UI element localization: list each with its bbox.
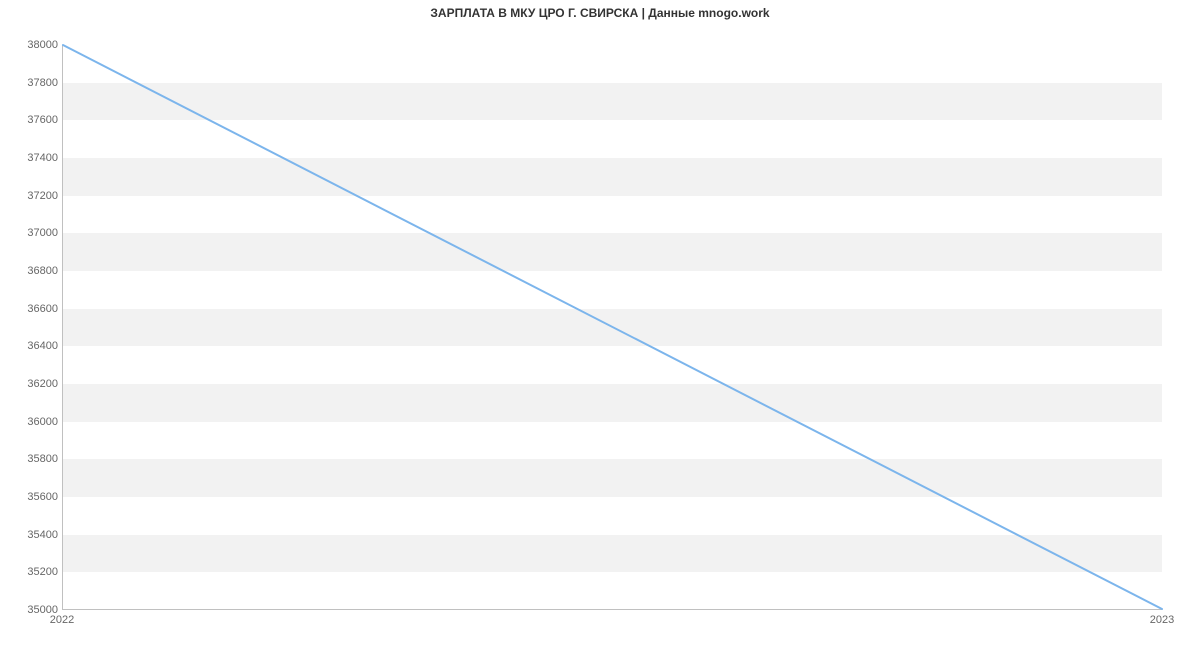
salary-line-chart: ЗАРПЛАТА В МКУ ЦРО Г. СВИРСКА | Данные m… (0, 0, 1200, 650)
chart-svg (63, 45, 1162, 609)
y-tick-label: 36400 (8, 340, 58, 352)
plot-area (62, 45, 1162, 610)
y-tick-label: 38000 (8, 39, 58, 51)
y-tick-label: 36200 (8, 378, 58, 390)
y-tick-label: 36600 (8, 303, 58, 315)
y-tick-label: 35600 (8, 491, 58, 503)
y-tick-label: 35400 (8, 529, 58, 541)
chart-title: ЗАРПЛАТА В МКУ ЦРО Г. СВИРСКА | Данные m… (430, 6, 769, 20)
x-tick-label: 2023 (1150, 614, 1174, 626)
y-tick-label: 37800 (8, 77, 58, 89)
y-tick-label: 37000 (8, 227, 58, 239)
y-tick-label: 37400 (8, 152, 58, 164)
y-tick-label: 37200 (8, 190, 58, 202)
x-tick-label: 2022 (50, 614, 74, 626)
y-tick-label: 36000 (8, 416, 58, 428)
y-tick-label: 36800 (8, 265, 58, 277)
y-tick-label: 37600 (8, 114, 58, 126)
y-tick-label: 35800 (8, 453, 58, 465)
y-tick-label: 35200 (8, 566, 58, 578)
series-line (63, 45, 1162, 609)
